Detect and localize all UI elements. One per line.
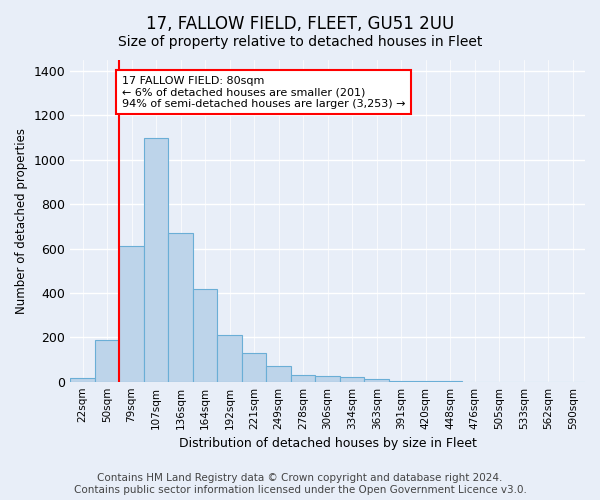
Bar [95,340,119,382]
Bar [169,233,193,382]
Bar [193,288,217,382]
Text: Size of property relative to detached houses in Fleet: Size of property relative to detached ho… [118,35,482,49]
Bar [144,138,169,382]
Bar [242,353,266,382]
Y-axis label: Number of detached properties: Number of detached properties [15,128,28,314]
Bar [119,246,144,382]
X-axis label: Distribution of detached houses by size in Fleet: Distribution of detached houses by size … [179,437,476,450]
Bar [217,335,242,382]
Bar [340,377,364,382]
Bar [266,366,291,382]
Text: Contains HM Land Registry data © Crown copyright and database right 2024.
Contai: Contains HM Land Registry data © Crown c… [74,474,526,495]
Bar [316,376,340,382]
Bar [70,378,95,382]
Bar [389,380,413,382]
Bar [364,380,389,382]
Text: 17 FALLOW FIELD: 80sqm
← 6% of detached houses are smaller (201)
94% of semi-det: 17 FALLOW FIELD: 80sqm ← 6% of detached … [122,76,405,108]
Bar [291,375,316,382]
Text: 17, FALLOW FIELD, FLEET, GU51 2UU: 17, FALLOW FIELD, FLEET, GU51 2UU [146,15,454,33]
